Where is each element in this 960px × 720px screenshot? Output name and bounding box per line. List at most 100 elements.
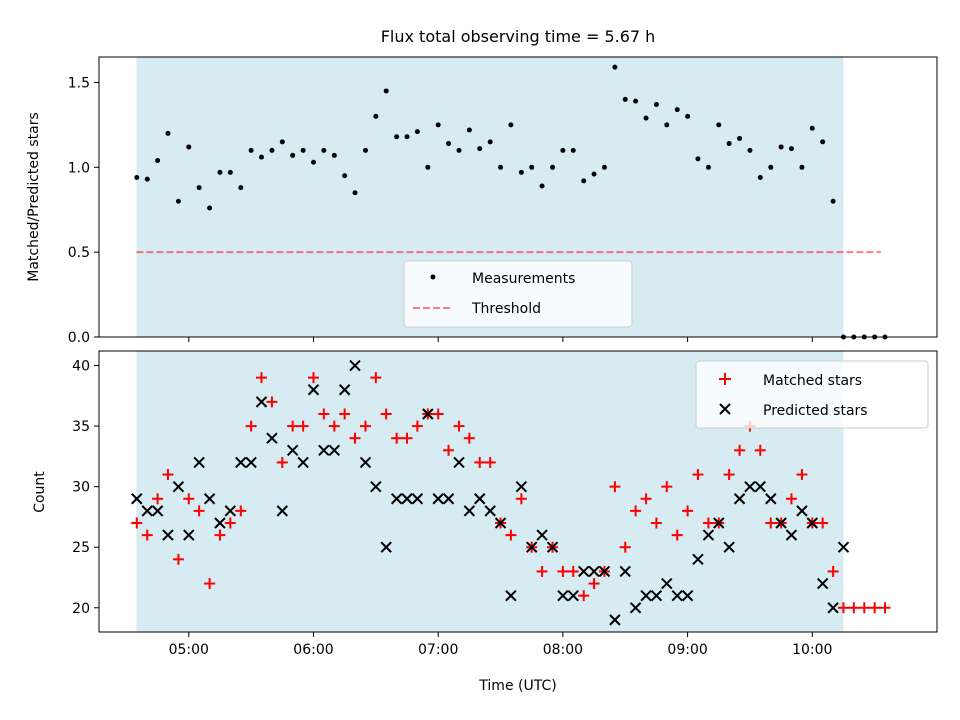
predicted-star-stroke-b <box>723 541 735 553</box>
matched-star-point <box>588 578 600 590</box>
predicted-star-point <box>609 614 621 626</box>
predicted-star-stroke-b <box>422 408 434 420</box>
measurement-point <box>456 147 462 153</box>
matched-star-point <box>141 529 153 541</box>
predicted-star-stroke-b <box>681 589 694 602</box>
predicted-star-stroke-b <box>370 480 382 493</box>
matched-star-point <box>827 565 839 577</box>
measurement-point <box>705 164 711 170</box>
predicted-star-point <box>276 505 289 517</box>
predicted-star-stroke-b <box>754 480 767 493</box>
predicted-star-stroke-b <box>494 517 507 529</box>
matched-star-point <box>287 420 299 432</box>
predicted-star-stroke-b <box>806 517 819 529</box>
matched-star-point <box>817 517 829 529</box>
matched-star-point <box>734 444 746 456</box>
predicted-star-stroke-b <box>629 602 642 614</box>
predicted-star-stroke-b <box>183 529 195 541</box>
predicted-star-point <box>733 493 746 505</box>
matched-star-point <box>578 590 590 602</box>
measurement-point <box>757 174 763 180</box>
predicted-star-stroke-b <box>349 359 361 372</box>
predicted-star-point <box>141 505 153 517</box>
predicted-star-point <box>370 480 382 493</box>
measurement-point <box>186 144 192 150</box>
measurement-point <box>581 178 587 184</box>
predicted-star-stroke-b <box>526 541 538 553</box>
measurement-point <box>664 122 670 128</box>
legend-predicted-label: Predicted stars <box>763 403 868 419</box>
matched-star-point <box>671 529 683 541</box>
predicted-star-stroke-b <box>733 493 746 505</box>
predicted-star-point <box>702 529 715 541</box>
x-tick-label: 06:00 <box>293 642 333 658</box>
top-legend-box <box>403 260 633 328</box>
matched-star-point <box>401 432 413 444</box>
matched-star-point <box>370 372 382 384</box>
matched-star-point <box>557 565 569 577</box>
matched-star-point <box>619 541 631 553</box>
measurement-point <box>726 141 732 147</box>
matched-star-point <box>650 517 662 529</box>
predicted-star-stroke-b <box>744 480 756 493</box>
matched-star-point <box>692 469 704 481</box>
measurement-point <box>477 146 483 152</box>
predicted-star-stroke-b <box>380 541 392 553</box>
predicted-star-stroke-b <box>245 456 257 469</box>
predicted-star-stroke-b <box>286 444 299 457</box>
measurement-point <box>404 134 410 140</box>
measurement-point <box>820 139 826 145</box>
measurement-point <box>674 107 680 113</box>
predicted-star-point <box>785 529 798 541</box>
predicted-star-point <box>806 517 819 529</box>
bottom-legend-box <box>695 360 929 429</box>
measurement-point <box>425 164 431 170</box>
measurement-point <box>134 174 140 180</box>
matched-star-point <box>152 493 164 505</box>
matched-star-point <box>848 602 860 614</box>
measurement-point <box>446 141 452 147</box>
measurement-point <box>768 164 774 170</box>
measurement-point <box>601 164 607 170</box>
matched-star-point <box>297 420 309 432</box>
measurement-point <box>633 98 639 104</box>
predicted-star-point <box>328 444 341 457</box>
bottom-panel: 05:00 06:00 07:00 08:00 09:00 10:00 20 25 30 35 40… <box>32 350 938 694</box>
measurement-point <box>570 147 576 153</box>
predicted-star-point <box>629 602 642 614</box>
predicted-star-point <box>536 529 548 541</box>
top-legend: Measurements Threshold <box>403 260 633 328</box>
y-tick-label: 1.5 <box>68 75 90 91</box>
predicted-star-point <box>671 589 683 602</box>
predicted-star-stroke-b <box>276 505 289 517</box>
predicted-star-point <box>245 456 257 469</box>
measurement-point <box>539 183 545 189</box>
measurement-point <box>217 169 223 175</box>
measurement-point <box>310 159 316 165</box>
measurement-point <box>300 147 306 153</box>
predicted-star-stroke-b <box>567 589 579 602</box>
matched-star-point <box>661 481 673 493</box>
predicted-star-stroke-b <box>713 517 725 529</box>
legend-predicted-marker <box>719 403 731 415</box>
x-tick-label: 08:00 <box>543 642 583 658</box>
measurement-point <box>612 64 618 70</box>
predicted-star-stroke-b <box>785 529 798 541</box>
predicted-star-stroke-b <box>307 384 320 396</box>
measurement-point <box>435 122 441 128</box>
matched-star-point <box>391 432 403 444</box>
predicted-star-point <box>297 456 309 469</box>
y-tick-label: 40 <box>72 359 90 375</box>
measurement-point <box>518 169 524 175</box>
matched-star-point <box>515 493 527 505</box>
measurement-point <box>414 129 420 135</box>
predicted-star-stroke-b <box>432 493 444 505</box>
predicted-star-point <box>526 541 538 553</box>
measurement-point <box>321 147 327 153</box>
measurement-point <box>560 147 566 153</box>
matched-star-point <box>765 517 777 529</box>
bottom-panel-marks <box>131 359 891 626</box>
predicted-star-point <box>390 493 403 505</box>
predicted-star-point <box>338 384 351 396</box>
predicted-star-stroke-b <box>546 541 559 553</box>
